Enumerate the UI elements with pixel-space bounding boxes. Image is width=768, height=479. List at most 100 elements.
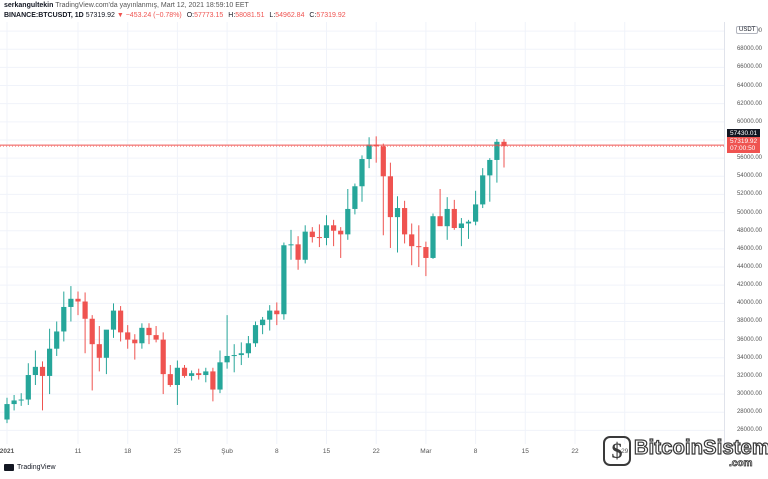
candle-up xyxy=(203,371,209,376)
time-tick-label: 15 xyxy=(322,448,331,455)
candle-down xyxy=(167,374,173,386)
time-tick-label: 2021 xyxy=(0,448,15,455)
candle-down xyxy=(295,244,301,260)
candle-up xyxy=(61,306,67,332)
candle-down xyxy=(274,310,280,315)
candle-up xyxy=(68,298,74,307)
price-tick-label: 40000.00 xyxy=(736,300,762,307)
candle-up xyxy=(103,329,109,358)
candle-up xyxy=(430,216,436,258)
time-tick-label: 22 xyxy=(372,448,380,455)
open-label: O: xyxy=(186,12,195,19)
candle-down xyxy=(153,335,159,340)
symbol-name[interactable]: BINANCE:BTCUSDT, 1D xyxy=(4,12,84,19)
candle-down xyxy=(118,310,124,333)
candle-down xyxy=(82,301,88,319)
price-tick-label: 38000.00 xyxy=(736,318,762,325)
candle-up xyxy=(480,175,486,205)
price-tick-label: 52000.00 xyxy=(736,191,762,198)
horizontal-line-price-tag: 57430.01 xyxy=(727,129,761,138)
candle-down xyxy=(89,318,95,345)
candle-up xyxy=(139,327,145,344)
price-tick-label: 60000.00 xyxy=(736,118,762,125)
candle-up xyxy=(32,366,38,376)
candle-up xyxy=(217,362,223,390)
candle-up xyxy=(323,225,330,238)
low-label: L: xyxy=(269,12,276,19)
currency-label[interactable]: USDT xyxy=(736,26,759,34)
candle-up xyxy=(260,319,266,326)
time-tick-label: 8 xyxy=(473,448,478,455)
candle-down xyxy=(331,225,337,231)
tradingview-logo[interactable]: TradingView xyxy=(4,464,56,471)
price-tick-label: 28000.00 xyxy=(736,409,762,416)
price-tick-label: 68000.00 xyxy=(736,46,762,53)
price-tick-label: 62000.00 xyxy=(736,100,762,107)
last-price: 57319.92 xyxy=(85,12,115,19)
low-value: 54962.84 xyxy=(275,12,305,19)
candle-down xyxy=(316,237,322,239)
candle-down xyxy=(338,230,344,235)
close-value: 57319.92 xyxy=(316,12,346,19)
candle-up xyxy=(11,400,17,405)
time-tick-label: Şub xyxy=(221,448,233,455)
candle-up xyxy=(238,353,244,356)
time-tick-label: 22 xyxy=(571,448,579,455)
last-price-tag: 57319.92 07:00:50 xyxy=(727,137,761,153)
price-tick-label: 32000.00 xyxy=(736,372,762,379)
watermark-name: BitcoinSistemi xyxy=(633,436,768,459)
candle-up xyxy=(345,208,351,235)
candle-down xyxy=(309,231,315,238)
price-tick-label: 42000.00 xyxy=(736,282,762,289)
price-tick-label: 36000.00 xyxy=(736,336,762,343)
candle-up xyxy=(231,355,237,357)
candle-up xyxy=(494,141,500,160)
candle-down xyxy=(409,234,415,247)
time-axis[interactable]: 2021 11 18 25 Şub 8 15 22 Mar 8 15 22 29 xyxy=(0,444,724,464)
price-axis[interactable]: 26000.00 28000.00 30000.00 32000.00 34000.00… xyxy=(725,22,768,444)
candle-up xyxy=(54,331,60,349)
candle-up xyxy=(473,204,479,222)
candle-up xyxy=(458,223,464,229)
candle-up xyxy=(252,325,259,344)
candle-up xyxy=(366,144,372,160)
candle-down xyxy=(146,327,152,336)
candle-down xyxy=(39,366,46,376)
candle-up xyxy=(47,348,53,376)
candle-up xyxy=(110,310,117,330)
candle-up xyxy=(18,399,24,401)
bitcoin-s-icon: $ xyxy=(603,436,631,466)
price-chart-pane[interactable] xyxy=(0,22,725,444)
time-tick-label: 15 xyxy=(521,448,529,455)
published-date: TradingView.com'da yayınlanmış, Mart 12,… xyxy=(55,2,249,9)
author-name[interactable]: serkangultekin xyxy=(4,2,54,9)
price-tick-label: 50000.00 xyxy=(736,209,762,216)
candle-up xyxy=(4,404,10,420)
price-tick-label: 48000.00 xyxy=(736,227,762,234)
candlestick-chart[interactable] xyxy=(0,22,724,444)
price-tick-label: 46000.00 xyxy=(736,245,762,252)
time-tick-label: 18 xyxy=(124,448,132,455)
candle-down xyxy=(402,208,408,235)
price-tick-label: 66000.00 xyxy=(736,64,762,71)
candle-down xyxy=(75,298,81,302)
bar-countdown: 07:00:50 xyxy=(730,145,756,152)
publish-info: serkangultekin TradingView.com'da yayınl… xyxy=(4,2,249,9)
price-tick-label: 26000.00 xyxy=(736,427,762,434)
price-tick-label: 54000.00 xyxy=(736,173,762,180)
candle-up xyxy=(25,375,31,400)
price-change: ▼ −453.24 (−0.78%) xyxy=(116,12,182,19)
tradingview-label: TradingView xyxy=(17,464,56,471)
time-tick-label: 29 xyxy=(621,448,629,455)
price-tick-label: 56000.00 xyxy=(736,155,762,162)
candle-up xyxy=(245,343,251,354)
time-tick-label: Mar xyxy=(420,448,432,455)
candle-up xyxy=(224,355,230,363)
time-tick-label: 8 xyxy=(274,448,279,455)
candle-up xyxy=(281,245,287,315)
candle-down xyxy=(132,339,138,344)
watermark-logo: $ BitcoinSistemi .com xyxy=(603,436,768,470)
candle-up xyxy=(394,208,401,218)
candle-up xyxy=(174,367,180,386)
